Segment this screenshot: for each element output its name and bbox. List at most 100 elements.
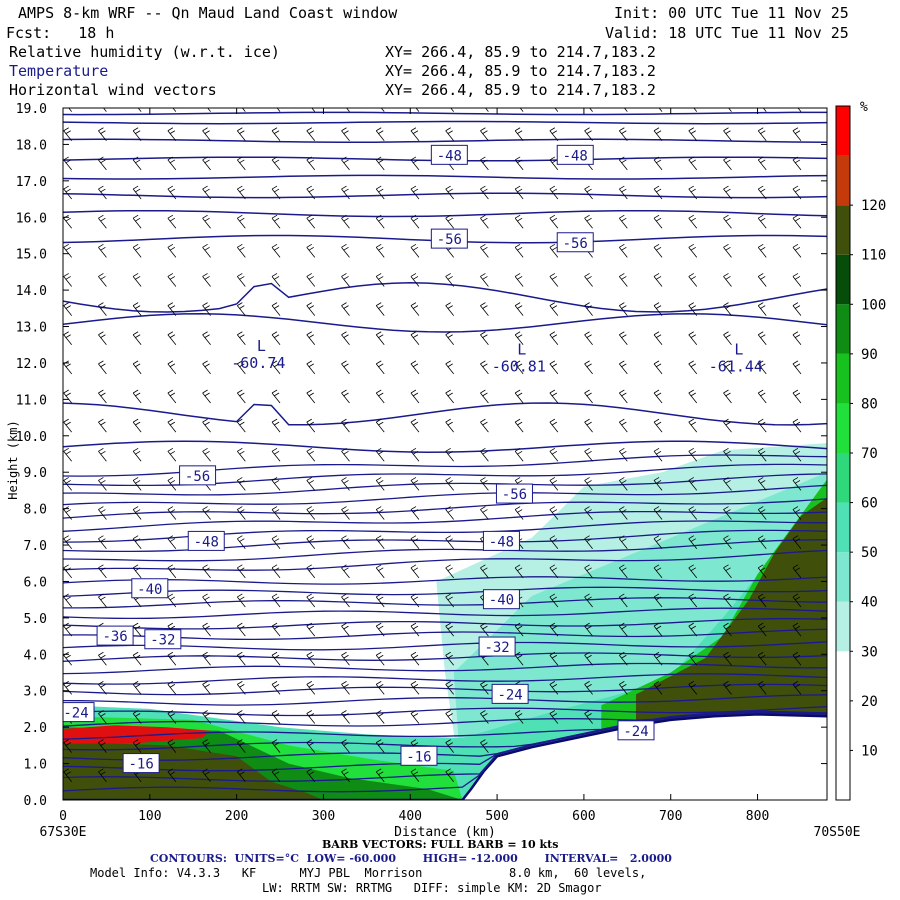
isotherm-label: -56 [556, 232, 594, 253]
terrain-outline [63, 713, 827, 800]
isotherm-line [63, 628, 827, 641]
wind-barb [688, 593, 698, 608]
wind-barb [202, 593, 211, 608]
wind-barb [584, 710, 593, 724]
wind-barb [98, 768, 107, 783]
wind-barb [202, 302, 211, 316]
wind-barb [346, 108, 350, 112]
wind-barb [132, 447, 142, 462]
wind-barb [167, 214, 177, 229]
wind-barb [202, 447, 211, 462]
wind-barb [63, 243, 72, 258]
wind-barb [584, 506, 593, 520]
wind-barb [375, 593, 385, 608]
wind-barb [375, 564, 385, 579]
wind-barb [237, 127, 246, 142]
header-valid: Valid: 18 UTC Tue 11 Nov 25 [605, 24, 849, 42]
wind-barb [132, 185, 142, 200]
wind-barb [63, 389, 72, 404]
wind-barb [63, 447, 72, 462]
wind-barb [98, 360, 107, 375]
wind-barb [410, 477, 420, 491]
wind-barb [723, 564, 732, 579]
wind-barb [757, 302, 767, 316]
y-tick-label: 8.0 [24, 503, 47, 518]
wind-barb [514, 273, 524, 287]
wind-barb [792, 389, 802, 404]
y-tick-label: 0.0 [24, 794, 47, 809]
isotherm-line [63, 498, 827, 519]
wind-barb [63, 768, 72, 783]
wind-barb [237, 564, 246, 579]
isotherm-line [63, 111, 827, 116]
wind-barb [271, 535, 281, 549]
wind-barb [445, 477, 454, 491]
wind-barb [132, 302, 142, 316]
wind-barb [653, 360, 663, 375]
wind-barb [792, 477, 802, 491]
wind-barb [549, 156, 559, 171]
wind-barb [410, 681, 420, 695]
wind-barb [202, 185, 211, 200]
wind-barb [98, 273, 107, 287]
wind-barb [658, 108, 663, 112]
wind-barb [514, 622, 524, 637]
wind-barb [341, 156, 350, 171]
colorbar-segment [836, 453, 850, 503]
wind-barb [792, 156, 802, 171]
wind-barb [480, 214, 489, 229]
wind-barb [757, 535, 767, 549]
wind-barb [202, 564, 211, 579]
wind-barb [167, 127, 177, 142]
colorbar-segment [836, 651, 850, 701]
wind-barb [63, 681, 72, 695]
low-marker: L [517, 341, 526, 359]
wind-barb [341, 651, 350, 666]
wind-barb [237, 302, 246, 316]
wind-barb [723, 389, 732, 404]
wind-barb [375, 739, 385, 753]
colorbar-segment [836, 353, 850, 404]
x-end-label: 70S50E [814, 825, 861, 840]
isotherm-label: -48 [430, 144, 468, 165]
wind-barb [237, 360, 246, 375]
isotherm-line [63, 174, 827, 180]
wind-barb [237, 768, 246, 783]
wind-barb [410, 389, 420, 404]
wind-barb [98, 243, 107, 258]
wind-barb [341, 302, 350, 316]
wind-barb [688, 564, 698, 579]
wind-barb [480, 739, 489, 753]
y-tick-label: 19.0 [16, 102, 47, 117]
wind-barb [237, 214, 246, 229]
wind-barb [653, 156, 663, 171]
wind-barb [132, 477, 142, 491]
wind-barb [480, 360, 489, 375]
wind-barb [757, 447, 767, 462]
wind-barb [202, 156, 211, 171]
isotherm-label: -16 [400, 745, 438, 766]
isotherm-line [63, 706, 827, 717]
wind-barb [410, 156, 420, 171]
wind-barb [306, 622, 316, 637]
wind-barb [202, 360, 211, 375]
wind-barb [202, 681, 211, 695]
wind-barb [306, 127, 316, 142]
y-tick-label: 11.0 [16, 393, 47, 408]
wind-barb [63, 302, 72, 316]
wind-barb [132, 681, 142, 695]
colorbar-label: 10 [861, 743, 878, 759]
wind-barb [271, 710, 281, 724]
wind-barb [792, 681, 802, 695]
wind-barb [306, 331, 316, 345]
wind-barb [619, 185, 628, 200]
wind-barb [484, 108, 489, 112]
wind-barb [445, 593, 454, 608]
colorbar-segment [836, 552, 850, 602]
wind-barb [445, 418, 454, 433]
colorbar-segment [836, 155, 850, 206]
field-temp-xy: XY= 266.4, 85.9 to 214.7,183.2 [385, 62, 656, 80]
rh-shade-120 [63, 725, 211, 744]
wind-barb [653, 214, 663, 229]
isotherm-line [63, 549, 827, 571]
